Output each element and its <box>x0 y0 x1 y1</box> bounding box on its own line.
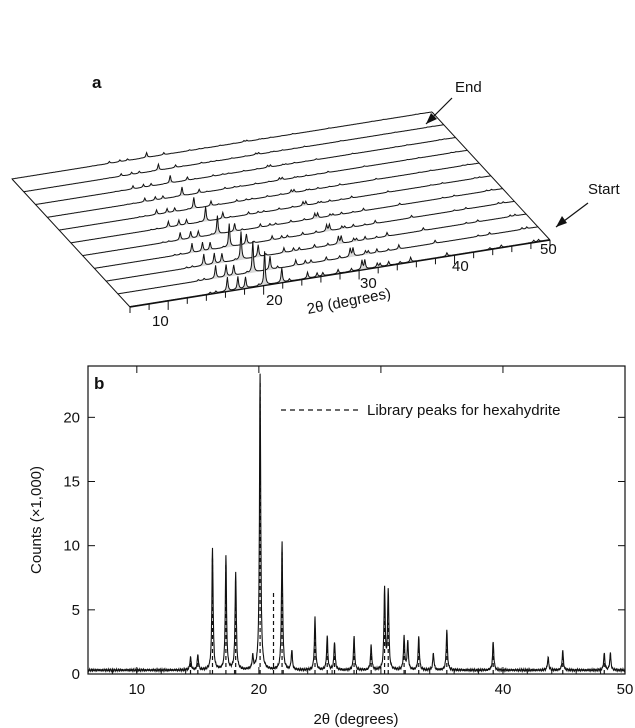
waterfall-trace-line <box>70 175 492 244</box>
x-tick-label: 40 <box>495 681 512 698</box>
panel-a-x-tick-label: 30 <box>360 275 377 292</box>
waterfall-trace-line <box>11 111 433 180</box>
library-peaks-series <box>189 381 605 674</box>
y-tick-label: 20 <box>63 409 80 426</box>
x-tick-label: 30 <box>373 681 390 698</box>
y-tick-label: 10 <box>63 538 80 555</box>
panel-a-x-tick-label: 20 <box>266 292 283 309</box>
observed-pattern-line <box>87 373 626 674</box>
panel-b-label: b <box>94 374 104 393</box>
waterfall-trace-line <box>82 188 503 257</box>
panel-a-x-tick-label: 50 <box>540 241 557 258</box>
waterfall-trace-line <box>94 200 515 269</box>
panel-b-chart: b 10 20 30 40 50 0 5 10 15 20 Library peaks for … <box>28 365 634 728</box>
x-tick-label: 50 <box>617 681 634 698</box>
start-arrow-head <box>556 216 567 227</box>
waterfall-trace-line <box>46 149 468 218</box>
panel-a-x-axis <box>11 111 551 313</box>
waterfall-depth-edge <box>11 178 131 308</box>
x-tick-label: 10 <box>128 681 145 698</box>
waterfall-trace-line <box>23 124 444 193</box>
y-tick-label: 15 <box>63 474 80 491</box>
panel-b-y-axis-title: Counts (×1,000) <box>28 466 45 574</box>
panel-a-label: a <box>92 73 102 92</box>
waterfall-trace-line <box>105 213 527 282</box>
y-tick-label: 5 <box>72 602 80 619</box>
x-tick-label: 20 <box>251 681 268 698</box>
y-tick-label: 0 <box>72 666 80 683</box>
end-arrow-head <box>426 113 437 124</box>
waterfall-depth-edge <box>431 111 551 241</box>
panel-a-x-tick-label: 10 <box>152 313 169 330</box>
annotation-end: End <box>455 79 482 96</box>
panel-a-waterfall: a 10 20 30 40 50 2θ (degrees) End Start <box>11 73 621 330</box>
panel-b-y-axis: 0 5 10 15 20 <box>63 409 625 683</box>
panel-b-x-axis-title: 2θ (degrees) <box>313 711 398 728</box>
annotation-start: Start <box>588 181 621 198</box>
waterfall-trace-fill <box>118 226 539 295</box>
panel-a-x-tick-label: 40 <box>452 258 469 275</box>
panel-a-x-axis-title: 2θ (degrees) <box>306 285 393 318</box>
panel-a-traces <box>11 111 551 308</box>
waterfall-trace-line <box>35 137 456 205</box>
waterfall-trace-line <box>58 162 480 231</box>
waterfall-trace-line <box>117 226 539 295</box>
legend-label: Library peaks for hexahydrite <box>367 402 560 419</box>
